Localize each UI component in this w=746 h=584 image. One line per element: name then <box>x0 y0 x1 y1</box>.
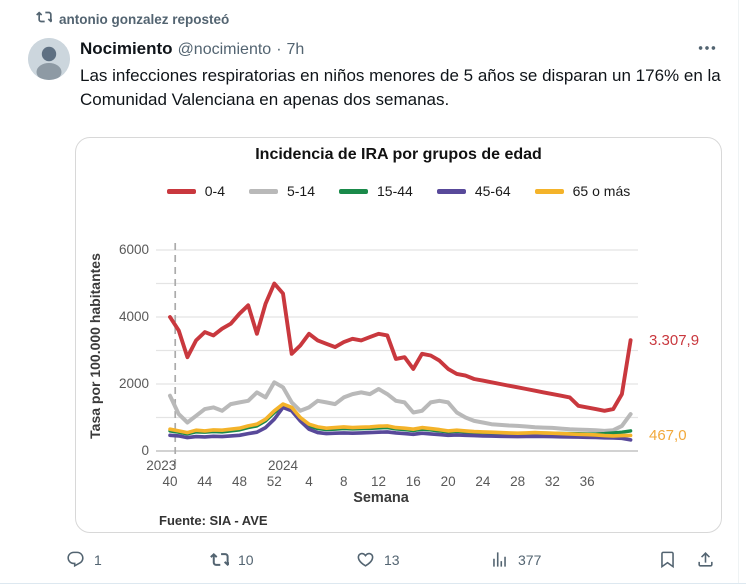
legend-swatch <box>534 188 564 194</box>
year-label: 2024 <box>267 458 298 473</box>
share-icon <box>696 550 715 569</box>
chart-attachment[interactable]: Incidencia de IRA por grupos de edad 0-4… <box>75 137 722 533</box>
bookmark-button[interactable] <box>658 550 677 569</box>
x-tick-label: 28 <box>510 474 526 489</box>
column-right-border <box>738 0 739 584</box>
reply-count: 1 <box>94 551 102 568</box>
x-tick-label: 8 <box>340 474 348 489</box>
y-tick-label: 2000 <box>118 376 149 391</box>
chart-title: Incidencia de IRA por grupos de edad <box>255 146 542 163</box>
series-line-45-64 <box>168 405 633 442</box>
repost-icon <box>36 9 54 30</box>
share-button[interactable] <box>696 550 715 569</box>
chart-legend: 0-4 5-14 15-44 45-64 65 o más <box>76 183 721 199</box>
x-tick-label: 40 <box>162 474 178 489</box>
legend-swatch <box>436 188 466 194</box>
legend-item: 45-64 <box>436 183 511 199</box>
legend-label: 45-64 <box>474 183 511 199</box>
end-value-label: 467,0 <box>649 427 687 445</box>
chart-source: Fuente: SIA - AVE <box>159 513 268 528</box>
x-tick-label: 20 <box>440 474 456 489</box>
legend-item: 5-14 <box>248 183 316 199</box>
x-tick-label: 4 <box>305 474 313 489</box>
y-tick-label: 6000 <box>118 242 149 257</box>
repost-button[interactable]: 10 <box>210 550 254 569</box>
x-tick-label: 16 <box>405 474 421 489</box>
x-tick-label: 48 <box>232 474 248 489</box>
x-tick-label: 44 <box>197 474 213 489</box>
y-tick-label: 0 <box>141 443 149 458</box>
avatar[interactable] <box>28 38 70 80</box>
legend-label: 0-4 <box>204 183 225 199</box>
series-line-65 o más <box>168 402 633 438</box>
reply-button[interactable]: 1 <box>66 550 102 569</box>
view-count: 377 <box>518 551 542 568</box>
repost-count: 10 <box>238 551 254 568</box>
views-button[interactable]: 377 <box>490 550 541 569</box>
y-tick-label: 4000 <box>118 309 149 324</box>
y-axis-title: Tasa por 100.000 habitantes <box>87 253 103 439</box>
analytics-icon <box>490 550 509 569</box>
series-line-5-14 <box>168 380 633 433</box>
legend-label: 65 o más <box>572 183 631 199</box>
retweet-icon <box>210 550 229 569</box>
author-name[interactable]: Nocimiento <box>80 39 173 58</box>
end-value-label: 3.307,9 <box>649 332 700 350</box>
timestamp[interactable]: 7h <box>286 41 305 58</box>
year-label: 2023 <box>146 458 177 473</box>
chart-plot <box>156 243 638 468</box>
tweet-text: Las infecciones respiratorias en niños m… <box>80 66 721 109</box>
repost-header-text: antonio gonzalez reposteó <box>59 12 230 27</box>
legend-swatch <box>166 188 196 194</box>
meta-separator: · <box>276 41 282 58</box>
legend-item: 65 o más <box>534 183 631 199</box>
author-handle[interactable]: @nocimiento <box>177 41 272 58</box>
series-line-0-4 <box>168 281 633 413</box>
x-tick-label: 52 <box>266 474 282 489</box>
heart-icon <box>356 550 375 569</box>
legend-swatch <box>248 188 278 194</box>
legend-swatch <box>339 188 369 194</box>
reply-icon <box>66 550 85 569</box>
x-tick-label: 36 <box>579 474 595 489</box>
repost-header[interactable]: antonio gonzalez reposteó <box>36 9 229 30</box>
x-tick-label: 12 <box>371 474 387 489</box>
bookmark-icon <box>658 550 677 569</box>
x-tick-label: 32 <box>544 474 560 489</box>
x-axis-title: Semana <box>353 490 409 506</box>
legend-item: 0-4 <box>166 183 225 199</box>
like-count: 13 <box>384 551 400 568</box>
x-tick-label: 24 <box>475 474 491 489</box>
author-row: Nocimiento @nocimiento · 7h <box>80 39 304 59</box>
legend-label: 15-44 <box>377 183 413 199</box>
more-options-icon[interactable] <box>696 37 718 59</box>
like-button[interactable]: 13 <box>356 550 400 569</box>
legend-item: 15-44 <box>339 183 413 199</box>
legend-label: 5-14 <box>286 183 316 199</box>
